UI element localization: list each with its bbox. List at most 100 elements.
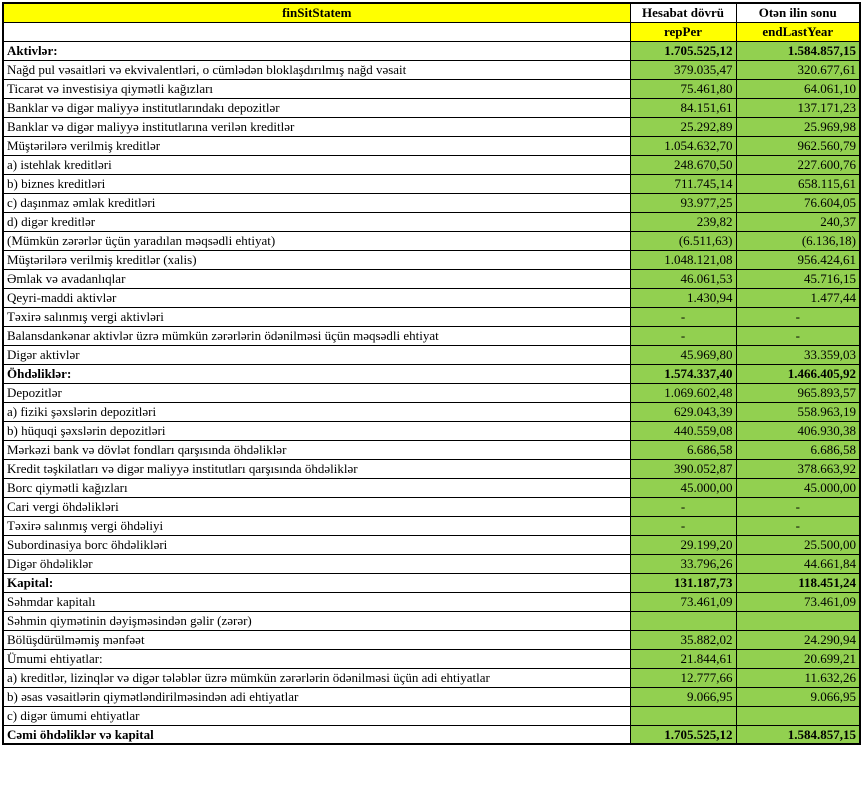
table-row: Mərkəzi bank və dövlət fondları qarşısın… xyxy=(2,439,861,460)
row-label-cell: Cari vergi öhdəlikləri xyxy=(2,496,631,517)
value-end-last-year-cell xyxy=(735,705,861,726)
value-report-period-cell: 1.430,94 xyxy=(629,287,737,308)
value-report-period-cell: 25.292,89 xyxy=(629,116,737,137)
value-report-period-cell: 629.043,39 xyxy=(629,401,737,422)
row-label-cell: Təxirə salınmış vergi aktivləri xyxy=(2,306,631,327)
row-label-cell: Ticarət və investisiya qiymətli kağızlar… xyxy=(2,78,631,99)
row-label-cell: Kredit təşkilatları və digər maliyyə ins… xyxy=(2,458,631,479)
value-report-period-cell: 45.969,80 xyxy=(629,344,737,365)
value-report-period-cell xyxy=(629,610,737,631)
value-end-last-year-cell: - xyxy=(735,306,861,327)
table-row: Kredit təşkilatları və digər maliyyə ins… xyxy=(2,458,861,479)
value-report-period-cell: - xyxy=(629,325,737,346)
value-report-period-cell: 239,82 xyxy=(629,211,737,232)
table-row: Səhmin qiymətinin dəyişməsindən gəlir (z… xyxy=(2,610,861,631)
row-label-cell: Səhmin qiymətinin dəyişməsindən gəlir (z… xyxy=(2,610,631,631)
table-row: Nağd pul vəsaitləri və ekvivalentləri, o… xyxy=(2,59,861,80)
row-label-cell: Nağd pul vəsaitləri və ekvivalentləri, o… xyxy=(2,59,631,80)
value-end-last-year-cell: 118.451,24 xyxy=(735,572,861,593)
value-end-last-year-cell: - xyxy=(735,496,861,517)
row-label-cell: Balansdankənar aktivlər üzrə mümkün zərə… xyxy=(2,325,631,346)
value-end-last-year-cell: 956.424,61 xyxy=(735,249,861,270)
row-label-cell: Təxirə salınmış vergi öhdəliyi xyxy=(2,515,631,536)
table-row: Əmlak və avadanlıqlar 46.061,53 45.716,1… xyxy=(2,268,861,289)
value-end-last-year-cell: 45.716,15 xyxy=(735,268,861,289)
value-report-period-cell: 131.187,73 xyxy=(629,572,737,593)
table-row: Müştərilərə verilmiş kreditlər (xalis) 1… xyxy=(2,249,861,270)
table-row: Digər öhdəliklər 33.796,26 44.661,84 xyxy=(2,553,861,574)
row-label-cell: (Mümkün zərərlər üçün yaradılan məqsədli… xyxy=(2,230,631,251)
table-row: Kapital: 131.187,73 118.451,24 xyxy=(2,572,861,593)
row-label-cell: Mərkəzi bank və dövlət fondları qarşısın… xyxy=(2,439,631,460)
value-end-last-year-cell: 378.663,92 xyxy=(735,458,861,479)
table-row: Təxirə salınmış vergi aktivləri - - xyxy=(2,306,861,327)
table-title-cell: finSitStatem xyxy=(2,2,631,23)
value-report-period-cell: 9.066,95 xyxy=(629,686,737,707)
row-label-cell: Müştərilərə verilmiş kreditlər (xalis) xyxy=(2,249,631,270)
value-report-period-cell: 248.670,50 xyxy=(629,154,737,175)
subheader-repper-cell: repPer xyxy=(629,21,737,42)
row-label-cell: Aktivlər: xyxy=(2,40,631,61)
value-report-period-cell: 1.069.602,48 xyxy=(629,382,737,403)
row-label-cell: b) biznes kreditləri xyxy=(2,173,631,194)
row-label-cell: Digər öhdəliklər xyxy=(2,553,631,574)
table-row: Depozitlər 1.069.602,48 965.893,57 xyxy=(2,382,861,403)
table-row: Ticarət və investisiya qiymətli kağızlar… xyxy=(2,78,861,99)
row-label-cell: Müştərilərə verilmiş kreditlər xyxy=(2,135,631,156)
value-report-period-cell: (6.511,63) xyxy=(629,230,737,251)
table-row: Səhmdar kapitalı 73.461,09 73.461,09 xyxy=(2,591,861,612)
table-row: Təxirə salınmış vergi öhdəliyi - - xyxy=(2,515,861,536)
value-report-period-cell: 379.035,47 xyxy=(629,59,737,80)
value-end-last-year-cell: 1.584.857,15 xyxy=(735,40,861,61)
value-report-period-cell xyxy=(629,705,737,726)
value-report-period-cell: 29.199,20 xyxy=(629,534,737,555)
row-label-cell: a) kreditlər, lizinqlər və digər tələblə… xyxy=(2,667,631,688)
row-label-cell: Cəmi öhdəliklər və kapital xyxy=(2,724,631,745)
value-end-last-year-cell: 137.171,23 xyxy=(735,97,861,118)
row-label-cell: Borc qiymətli kağızları xyxy=(2,477,631,498)
row-label-cell: Banklar və digər maliyyə institutlarına … xyxy=(2,116,631,137)
value-end-last-year-cell: 406.930,38 xyxy=(735,420,861,441)
value-end-last-year-cell: 227.600,76 xyxy=(735,154,861,175)
value-end-last-year-cell: 33.359,03 xyxy=(735,344,861,365)
row-label-cell: Digər aktivlər xyxy=(2,344,631,365)
table-row: Cari vergi öhdəlikləri - - xyxy=(2,496,861,517)
table-row: Banklar və digər maliyyə institutlarına … xyxy=(2,116,861,137)
table-row: Digər aktivlər 45.969,80 33.359,03 xyxy=(2,344,861,365)
value-end-last-year-cell: 25.969,98 xyxy=(735,116,861,137)
value-end-last-year-cell: 240,37 xyxy=(735,211,861,232)
value-end-last-year-cell: - xyxy=(735,515,861,536)
value-report-period-cell: 711.745,14 xyxy=(629,173,737,194)
row-label-cell: c) daşınmaz əmlak kreditləri xyxy=(2,192,631,213)
row-label-cell: b) hüquqi şəxslərin depozitləri xyxy=(2,420,631,441)
row-label-cell: Əmlak və avadanlıqlar xyxy=(2,268,631,289)
value-report-period-cell: 46.061,53 xyxy=(629,268,737,289)
row-label-cell: Öhdəliklər: xyxy=(2,363,631,384)
value-end-last-year-cell: 45.000,00 xyxy=(735,477,861,498)
table-row: Bölüşdürülməmiş mənfəət 35.882,02 24.290… xyxy=(2,629,861,650)
table-row: a) kreditlər, lizinqlər və digər tələblə… xyxy=(2,667,861,688)
value-report-period-cell: 84.151,61 xyxy=(629,97,737,118)
value-report-period-cell: 73.461,09 xyxy=(629,591,737,612)
value-end-last-year-cell xyxy=(735,610,861,631)
row-label-cell: c) digər ümumi ehtiyatlar xyxy=(2,705,631,726)
value-report-period-cell: 1.574.337,40 xyxy=(629,363,737,384)
col-header-report-period: Hesabat dövrü xyxy=(629,2,737,23)
spreadsheet-area: finSitStatem Hesabat dövrü Otən ilin son… xyxy=(2,2,861,745)
row-label-cell: Səhmdar kapitalı xyxy=(2,591,631,612)
value-report-period-cell: 1.054.632,70 xyxy=(629,135,737,156)
value-end-last-year-cell: 658.115,61 xyxy=(735,173,861,194)
value-end-last-year-cell: 558.963,19 xyxy=(735,401,861,422)
value-report-period-cell: 93.977,25 xyxy=(629,192,737,213)
table-row: Aktivlər: 1.705.525,12 1.584.857,15 xyxy=(2,40,861,61)
row-label-cell: Depozitlər xyxy=(2,382,631,403)
subheader-endlastyear-cell: endLastYear xyxy=(735,21,861,42)
table-row: Öhdəliklər: 1.574.337,40 1.466.405,92 xyxy=(2,363,861,384)
table-row: Subordinasiya borc öhdəlikləri 29.199,20… xyxy=(2,534,861,555)
header-row: finSitStatem Hesabat dövrü Otən ilin son… xyxy=(2,2,861,23)
value-end-last-year-cell: 25.500,00 xyxy=(735,534,861,555)
row-label-cell: Banklar və digər maliyyə institutlarında… xyxy=(2,97,631,118)
row-label-cell: d) digər kreditlər xyxy=(2,211,631,232)
value-report-period-cell: 33.796,26 xyxy=(629,553,737,574)
value-report-period-cell: 1.705.525,12 xyxy=(629,724,737,745)
